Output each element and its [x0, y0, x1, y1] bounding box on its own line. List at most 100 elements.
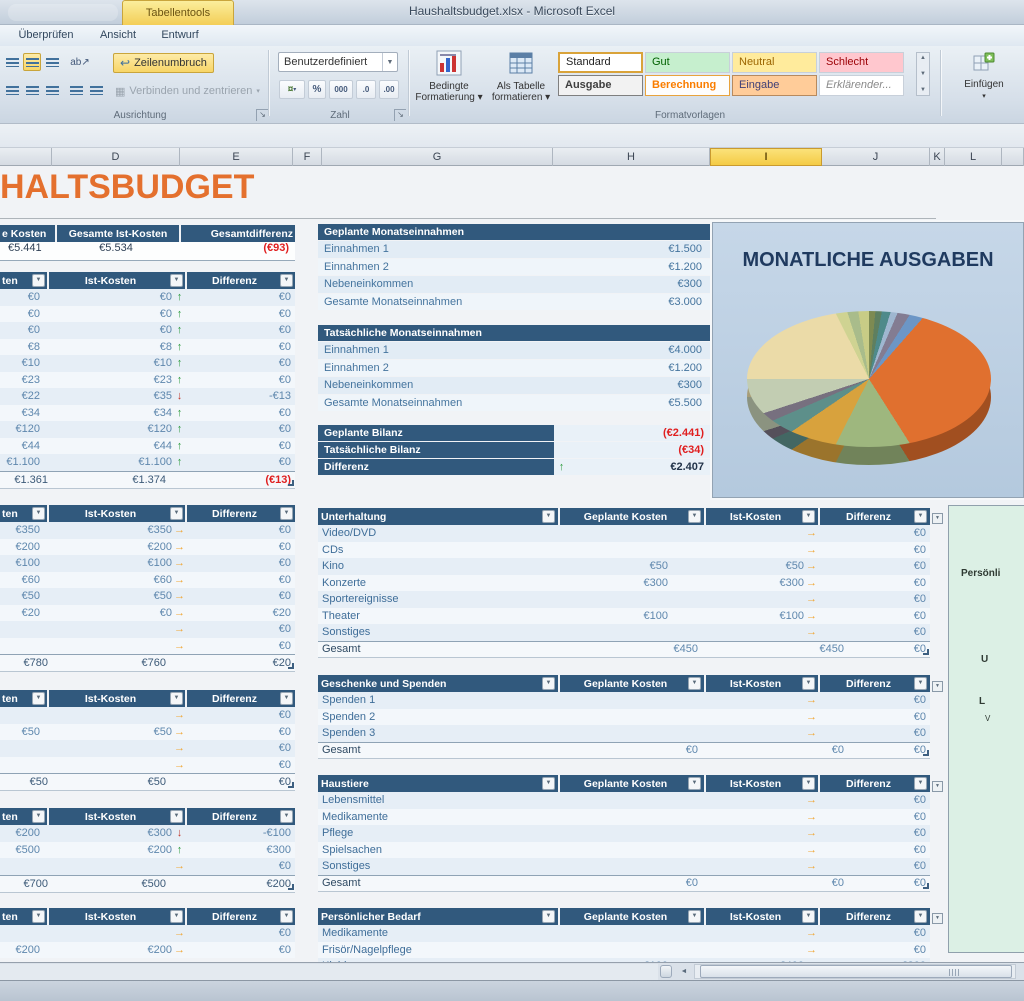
align-center-button[interactable]: [23, 81, 41, 99]
filter-dropdown-icon[interactable]: ▼: [280, 692, 293, 705]
filter-dropdown-icon[interactable]: ▼: [32, 910, 45, 923]
table-row[interactable]: Einnahmen 1 €4.000: [318, 342, 710, 359]
horizontal-scrollbar[interactable]: ◄: [0, 962, 1024, 980]
scroll-left-icon[interactable]: ◄: [680, 968, 688, 975]
table-row[interactable]: CDs → €0: [318, 541, 930, 558]
haustiere-table[interactable]: Haustiere ▼ Geplante Kosten ▼ Ist-Kosten ▼ …: [318, 775, 930, 892]
table-total-row[interactable]: €1.361 €1.374 (€13): [0, 470, 295, 489]
table-row[interactable]: €500 €200 ↑ €300: [0, 841, 295, 858]
merge-center-button[interactable]: ▦ Verbinden und zentrieren ▾: [115, 85, 260, 98]
column-header-k[interactable]: K: [930, 148, 945, 166]
cut-off-filter-dropdown-icon[interactable]: [932, 913, 943, 924]
table-row[interactable]: Einnahmen 2 €1.200: [318, 258, 710, 275]
column-header-f[interactable]: F: [293, 148, 322, 166]
filter-dropdown-icon[interactable]: ▼: [280, 810, 293, 823]
table-row[interactable]: Lebensmittel → €0: [318, 792, 930, 809]
increase-indent-button[interactable]: [87, 81, 105, 99]
column-header-e[interactable]: E: [180, 148, 293, 166]
column-header-c[interactable]: [0, 148, 52, 166]
zahl-dialog-launcher[interactable]: ↘: [394, 109, 406, 121]
table-row[interactable]: €200 €300 ↓ -€100: [0, 825, 295, 842]
table-row[interactable]: €44 €44 ↑ €0: [0, 437, 295, 454]
table-row[interactable]: → €0: [0, 740, 295, 757]
column-header-m[interactable]: [1002, 148, 1024, 166]
table-row[interactable]: → €0: [0, 707, 295, 724]
table-row[interactable]: €350 €350 → €0: [0, 522, 295, 539]
table-row[interactable]: Gesamte Monatseinnahmen €5.500: [318, 394, 710, 411]
filter-dropdown-icon[interactable]: ▼: [32, 274, 45, 287]
table-row[interactable]: €0 €0 ↑ €0: [0, 305, 295, 322]
table-total-row[interactable]: Gesamt €0 €0 €0: [318, 874, 930, 892]
table-row[interactable]: Einnahmen 1 €1.500: [318, 241, 710, 258]
table-row[interactable]: Spenden 3 → €0: [318, 725, 930, 742]
balance-row[interactable]: Geplante Bilanz (€2.441): [318, 425, 710, 441]
cell-style-swatch[interactable]: Gut: [645, 52, 730, 73]
table-row[interactable]: €60 €60 → €0: [0, 571, 295, 588]
table-row[interactable]: €50 €50 → €0: [0, 588, 295, 605]
pie-chart-panel[interactable]: MONATLICHE AUSGABEN: [712, 222, 1024, 498]
filter-dropdown-icon[interactable]: ▼: [688, 777, 701, 790]
table-row[interactable]: €0 €0 ↑ €0: [0, 289, 295, 306]
column-header-h[interactable]: H: [553, 148, 710, 166]
filter-dropdown-icon[interactable]: ▼: [280, 910, 293, 923]
table-row[interactable]: Einnahmen 2 €1.200: [318, 359, 710, 376]
decrease-decimal-button[interactable]: .00: [379, 80, 399, 99]
table-row[interactable]: €22 €35 ↓ -€13: [0, 388, 295, 405]
table-row[interactable]: → €0: [0, 925, 295, 942]
actual-income-table[interactable]: Tatsächliche Monatseinnahmen Einnahmen 1…: [318, 325, 710, 411]
expense-table-1[interactable]: ten ▼ Ist-Kosten ▼ Differenz ▼ €0 €0 ↑ €0 €0…: [0, 272, 295, 489]
table-row[interactable]: → €0: [0, 621, 295, 638]
expense-table-4[interactable]: ten ▼ Ist-Kosten ▼ Differenz ▼ €200 €300 ↓ -…: [0, 808, 295, 893]
table-row[interactable]: Pflege → €0: [318, 825, 930, 842]
align-right-button[interactable]: [43, 81, 61, 99]
column-header-l[interactable]: L: [945, 148, 1002, 166]
table-row[interactable]: Medikamente → €0: [318, 925, 930, 942]
filter-dropdown-icon[interactable]: ▼: [688, 510, 701, 523]
table-row[interactable]: → €0: [0, 756, 295, 773]
formula-bar-strip[interactable]: [0, 124, 1024, 148]
filter-dropdown-icon[interactable]: ▼: [688, 677, 701, 690]
table-row[interactable]: €34 €34 ↑ €0: [0, 404, 295, 421]
table-row[interactable]: Medikamente → €0: [318, 808, 930, 825]
expense-table-5[interactable]: ten ▼ Ist-Kosten ▼ Differenz ▼ → €0 €200 €20…: [0, 908, 295, 958]
table-row[interactable]: €1.100 €1.100 ↑ €0: [0, 454, 295, 471]
expense-table-3[interactable]: ten ▼ Ist-Kosten ▼ Differenz ▼ → €0 €50 €50 …: [0, 690, 295, 791]
filter-dropdown-icon[interactable]: ▼: [542, 677, 555, 690]
filter-dropdown-icon[interactable]: ▼: [914, 777, 927, 790]
planned-income-table[interactable]: Geplante Monatseinnahmen Einnahmen 1 €1.5…: [318, 224, 710, 310]
table-row[interactable]: Sportereignisse → €0: [318, 591, 930, 608]
align-left-button[interactable]: [3, 81, 21, 99]
filter-dropdown-icon[interactable]: ▼: [914, 677, 927, 690]
increase-decimal-button[interactable]: .0: [356, 80, 376, 99]
table-row[interactable]: €10 €10 ↑ €0: [0, 355, 295, 372]
table-row[interactable]: €0 €0 ↑ €0: [0, 322, 295, 339]
table-row[interactable]: Frisör/Nagelpflege → €0: [318, 941, 930, 958]
table-row[interactable]: €200 €200 → €0: [0, 538, 295, 555]
table-row[interactable]: → €0: [0, 637, 295, 654]
number-format-combobox[interactable]: Benutzerdefiniert ▼: [278, 52, 398, 72]
filter-dropdown-icon[interactable]: ▼: [170, 692, 183, 705]
expense-table-2[interactable]: ten ▼ Ist-Kosten ▼ Differenz ▼ €350 €350 → €…: [0, 505, 295, 672]
filter-dropdown-icon[interactable]: ▼: [280, 507, 293, 520]
filter-dropdown-icon[interactable]: ▼: [802, 677, 815, 690]
table-row[interactable]: €120 €120 ↑ €0: [0, 421, 295, 438]
table-row[interactable]: Sonstiges → €0: [318, 624, 930, 641]
insert-cells-button[interactable]: Einfügen ▾: [952, 50, 1016, 114]
cell-style-swatch[interactable]: Schlecht: [819, 52, 904, 73]
align-middle-button[interactable]: [23, 53, 41, 71]
orientation-button[interactable]: ab↗: [67, 53, 93, 71]
column-header-i-selected[interactable]: I: [710, 148, 822, 166]
table-row[interactable]: Nebeneinkommen €300: [318, 276, 710, 293]
table-total-row[interactable]: Gesamt €0 €0 €0: [318, 741, 930, 759]
align-bottom-button[interactable]: [43, 53, 61, 71]
quick-access-toolbar[interactable]: [8, 4, 118, 21]
column-header-g[interactable]: G: [322, 148, 553, 166]
tab-ansicht[interactable]: Ansicht: [99, 29, 137, 41]
table-row[interactable]: €20 €0 → €20: [0, 604, 295, 621]
filter-dropdown-icon[interactable]: ▼: [32, 507, 45, 520]
cell-style-swatch[interactable]: Neutral: [732, 52, 817, 73]
context-tab-tabellentools[interactable]: Tabellentools: [122, 0, 234, 25]
cut-off-filter-dropdown-icon[interactable]: [932, 781, 943, 792]
table-row[interactable]: Video/DVD → €0: [318, 525, 930, 542]
balance-row[interactable]: Differenz ↑ €2.407: [318, 459, 710, 475]
